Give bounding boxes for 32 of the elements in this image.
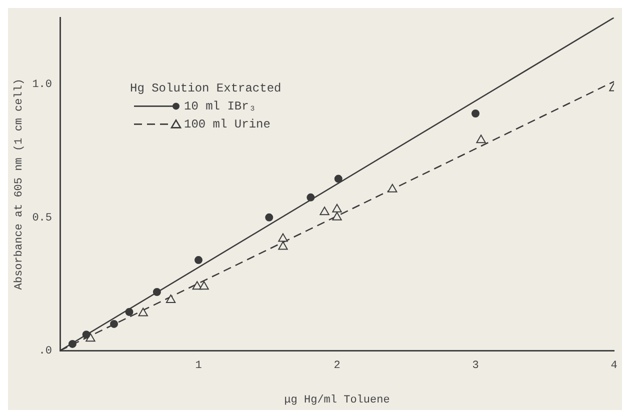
legend-label: 100 ml Urine [184,117,270,132]
point [332,212,342,220]
point [265,213,274,222]
y-axis-title: Absorbance at 605 nm (1 cm cell) [14,78,26,290]
point [194,256,203,264]
point [138,308,148,316]
point [199,281,209,290]
point [110,320,118,328]
point [68,340,76,348]
point [278,233,288,242]
x-tick-label: 3 [472,360,479,372]
point [332,204,342,212]
point [320,206,330,216]
point [476,134,486,144]
x-tick-label: 1 [195,360,202,372]
point [82,330,90,339]
y-tick-label: .0 [38,346,52,358]
y-tick-label: 0.5 [32,212,52,224]
legend-label: 10 ml IBr₃ [184,99,256,114]
legend-title: Hg Solution Extracted [130,81,282,96]
point [125,308,134,316]
x-axis-title: μg Hg/ml Toluene [284,394,390,406]
x-tick-label: 2 [334,360,340,372]
point [334,174,342,183]
point [166,294,176,303]
point [472,110,480,118]
point [278,241,288,250]
point [306,193,315,202]
x-tick-label: 4 [610,360,618,372]
y-tick-label: 1.0 [32,79,52,92]
point [388,184,398,192]
point [152,288,161,296]
